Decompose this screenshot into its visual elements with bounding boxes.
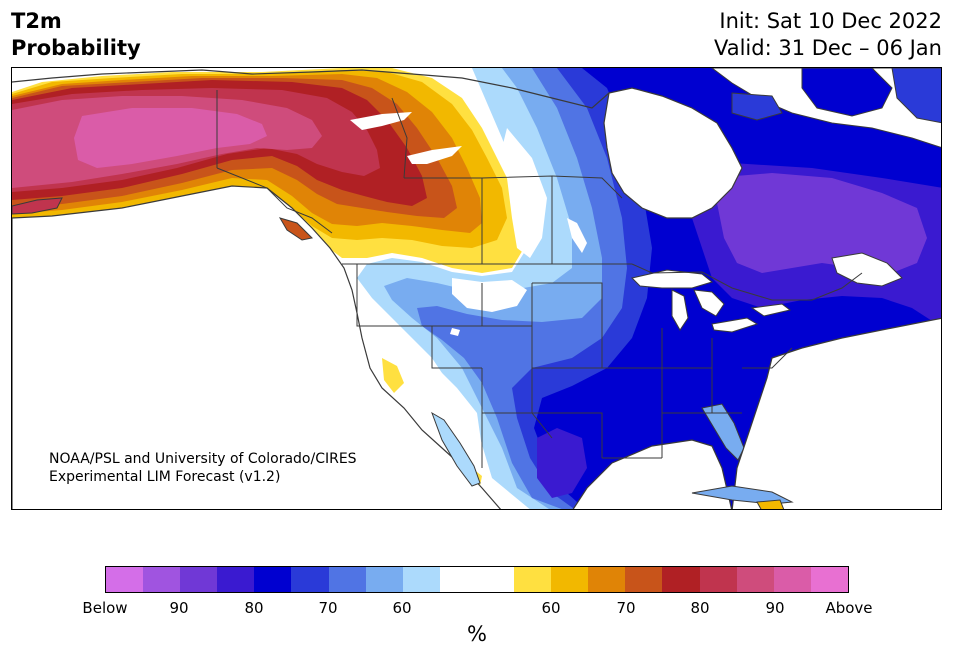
- arctic-island-1: [801, 68, 893, 117]
- great-bear-lake: [350, 112, 412, 130]
- great-slave-lake: [407, 146, 462, 164]
- init-date: Init: Sat 10 Dec 2022: [719, 9, 942, 33]
- colorbar-swatch-19: [810, 567, 848, 592]
- colorbar-swatch-9: [439, 567, 477, 592]
- cuba: [691, 485, 794, 505]
- colorbar-tick-above-80: 80: [690, 599, 710, 617]
- title-line-1: T2m: [11, 9, 62, 33]
- colorbar-swatch-17: [736, 567, 774, 592]
- colorbar-tick-above: Above: [825, 599, 873, 617]
- probability-map: NOAA/PSL and University of Colorado/CIRE…: [11, 67, 942, 510]
- forecast-dates: Init: Sat 10 Dec 2022 Valid: 31 Dec – 06…: [714, 8, 942, 62]
- warm-california-patch: [382, 358, 404, 393]
- colorbar-swatch-0: [106, 567, 144, 592]
- title-line-2: Probability: [11, 36, 141, 60]
- political-boundaries: [216, 90, 863, 468]
- colorbar-swatch-2: [180, 567, 218, 592]
- colorbar-swatch-6: [328, 567, 366, 592]
- colorbar-swatch-8: [402, 567, 440, 592]
- hudson-bay: [603, 87, 743, 219]
- arctic-island-2: [891, 68, 941, 124]
- colorbar-tick-below-90: 90: [169, 599, 189, 617]
- colorbar-swatch-3: [217, 567, 255, 592]
- hispaniola: [756, 499, 785, 509]
- atlantic-ocean: [731, 317, 941, 509]
- colorbar-tick-below-70: 70: [318, 599, 338, 617]
- colorbar-swatch-11: [514, 567, 552, 592]
- cold-90-region: [712, 173, 927, 273]
- west-lake-2: [567, 218, 587, 253]
- colorbar-swatch-16: [699, 567, 737, 592]
- colorbar-swatch-5: [291, 567, 329, 592]
- colorbar-swatch-14: [625, 567, 663, 592]
- colorbar-unit: %: [467, 622, 487, 646]
- colorbar-swatch-12: [551, 567, 589, 592]
- neutral-wedge: [452, 278, 527, 312]
- coastline-north: [12, 69, 610, 109]
- credit-text: NOAA/PSL and University of Colorado/CIRE…: [49, 450, 357, 486]
- warm-95-region: [74, 108, 267, 168]
- arctic-island-3: [731, 92, 783, 121]
- colorbar-swatch-7: [365, 567, 403, 592]
- colorbar-swatch-15: [662, 567, 700, 592]
- colorbar-swatch-4: [254, 567, 292, 592]
- colorbar-swatch-1: [143, 567, 181, 592]
- colorbar-tick-above-60: 60: [541, 599, 561, 617]
- colorbar-tick-below-60: 60: [392, 599, 412, 617]
- colorbar: [105, 566, 849, 593]
- colorbar-tick-below-80: 80: [244, 599, 264, 617]
- great-lakes: [631, 269, 792, 333]
- alaska-panhandle: [278, 217, 314, 241]
- colorbar-tick-above-90: 90: [765, 599, 785, 617]
- colorbar-swatch-10: [476, 567, 515, 592]
- aleutian-islands: [12, 197, 63, 215]
- st-lawrence-gulf: [831, 252, 903, 287]
- colorbar-swatch-18: [773, 567, 811, 592]
- credit-line-2: Experimental LIM Forecast (v1.2): [49, 469, 281, 485]
- credit-line-1: NOAA/PSL and University of Colorado/CIRE…: [49, 451, 357, 467]
- map-title: T2m Probability: [11, 8, 141, 62]
- colorbar-tick-below: Below: [82, 599, 128, 617]
- valid-range: Valid: 31 Dec – 06 Jan: [713, 36, 942, 60]
- neutral-northplains: [502, 128, 547, 258]
- map-canvas: [12, 68, 941, 509]
- colorbar-tick-above-70: 70: [616, 599, 636, 617]
- cold-south-lobe: [537, 428, 587, 498]
- colorbar-swatch-13: [588, 567, 626, 592]
- west-lake-1: [450, 328, 460, 336]
- baja-california: [431, 411, 481, 487]
- florida: [701, 403, 745, 461]
